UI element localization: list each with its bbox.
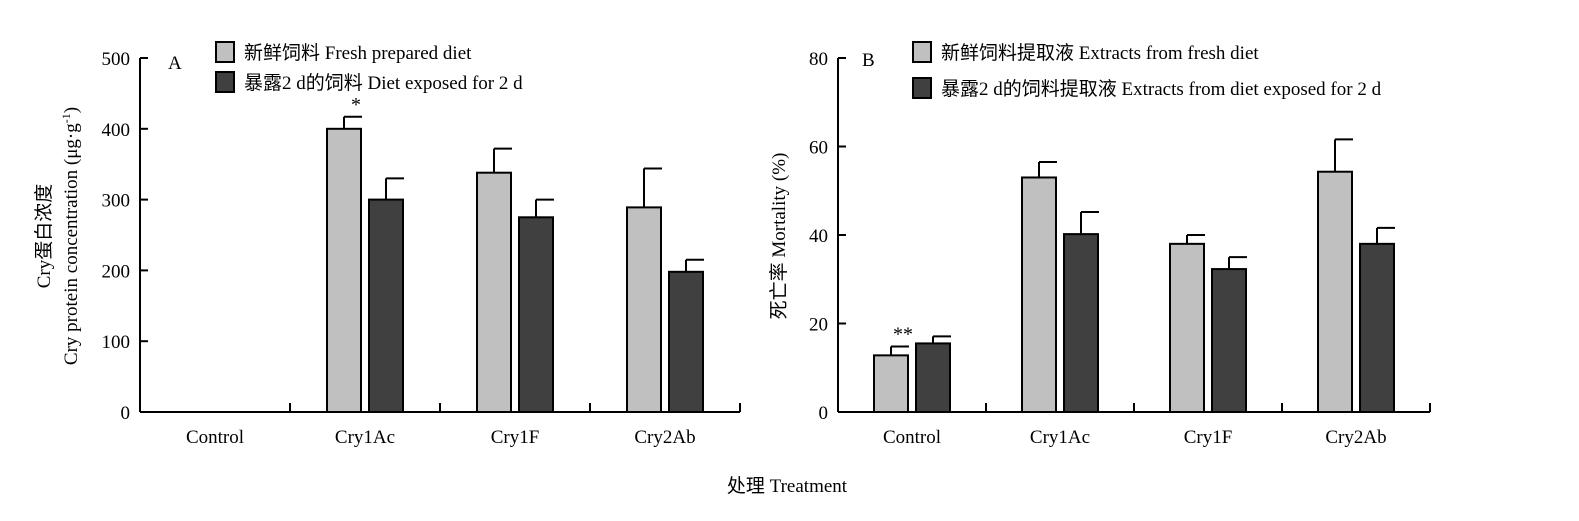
x-tick-label: Control: [883, 427, 941, 448]
bar: [1063, 233, 1099, 413]
y-tick-label: 200: [102, 261, 131, 282]
bar: [476, 171, 512, 413]
bar: [1359, 242, 1395, 413]
y-axis-label-line2: Cry protein concentration (μg·g-1): [59, 107, 82, 365]
legend-swatch: [215, 71, 235, 93]
y-tick-label: 300: [102, 191, 131, 212]
bar: [368, 198, 404, 413]
panel-label: B: [862, 50, 875, 71]
y-tick-label: 500: [102, 49, 131, 70]
x-tick-label: Cry2Ab: [634, 427, 695, 448]
y-axis-label: 死亡率 Mortality (%): [768, 153, 790, 320]
bar: [518, 216, 554, 413]
bar: [915, 342, 951, 414]
significance-label: *: [351, 94, 361, 116]
bar: [1317, 170, 1353, 413]
legend-label: 新鲜饲料 Fresh prepared diet: [244, 42, 472, 64]
y-axis-label-line1: Cry蛋白浓度: [33, 184, 55, 289]
y-tick-label: 0: [819, 403, 829, 424]
legend-swatch: [912, 77, 932, 99]
x-axis-label: 处理 Treatment: [727, 475, 848, 497]
x-tick-label: Cry2Ab: [1325, 427, 1386, 448]
bar: [1211, 268, 1247, 414]
y-tick-label: 80: [809, 49, 828, 70]
y-tick-label: 100: [102, 332, 131, 353]
chart-panel-b: 0 20 40 60 80 Control Cry1Ac Cry1F Cry2Ab ** B 死亡率 …: [768, 41, 1431, 448]
panel-label: A: [168, 53, 182, 74]
bar: [326, 127, 362, 414]
bar: [1169, 242, 1205, 413]
legend-swatch: [912, 41, 932, 63]
y-tick-label: 60: [809, 138, 828, 159]
x-tick-label: Cry1Ac: [1030, 427, 1090, 448]
x-tick-label: Cry1F: [491, 427, 540, 448]
y-tick-label: 0: [121, 403, 131, 424]
bar: [668, 270, 704, 414]
y-tick-label: 400: [102, 120, 131, 141]
legend-label: 暴露2 d的饲料 Diet exposed for 2 d: [244, 72, 523, 94]
significance-label: **: [893, 324, 913, 346]
x-tick-label: Control: [186, 427, 244, 448]
bar: [626, 206, 662, 413]
x-tick-label: Cry1Ac: [335, 427, 395, 448]
bar: [873, 354, 909, 413]
y-tick-label: 40: [809, 226, 828, 247]
legend-swatch: [215, 41, 235, 63]
x-tick-label: Cry1F: [1184, 427, 1233, 448]
bar: [1021, 176, 1057, 413]
legend-label: 暴露2 d的饲料提取液 Extracts from diet exposed f…: [941, 78, 1382, 100]
y-tick-label: 20: [809, 315, 828, 336]
legend-label: 新鲜饲料提取液 Extracts from fresh diet: [941, 42, 1259, 64]
chart-panel-a: 0 100 200 300 400 500 Control Cry1Ac Cry1F Cry2Ab…: [33, 41, 741, 448]
